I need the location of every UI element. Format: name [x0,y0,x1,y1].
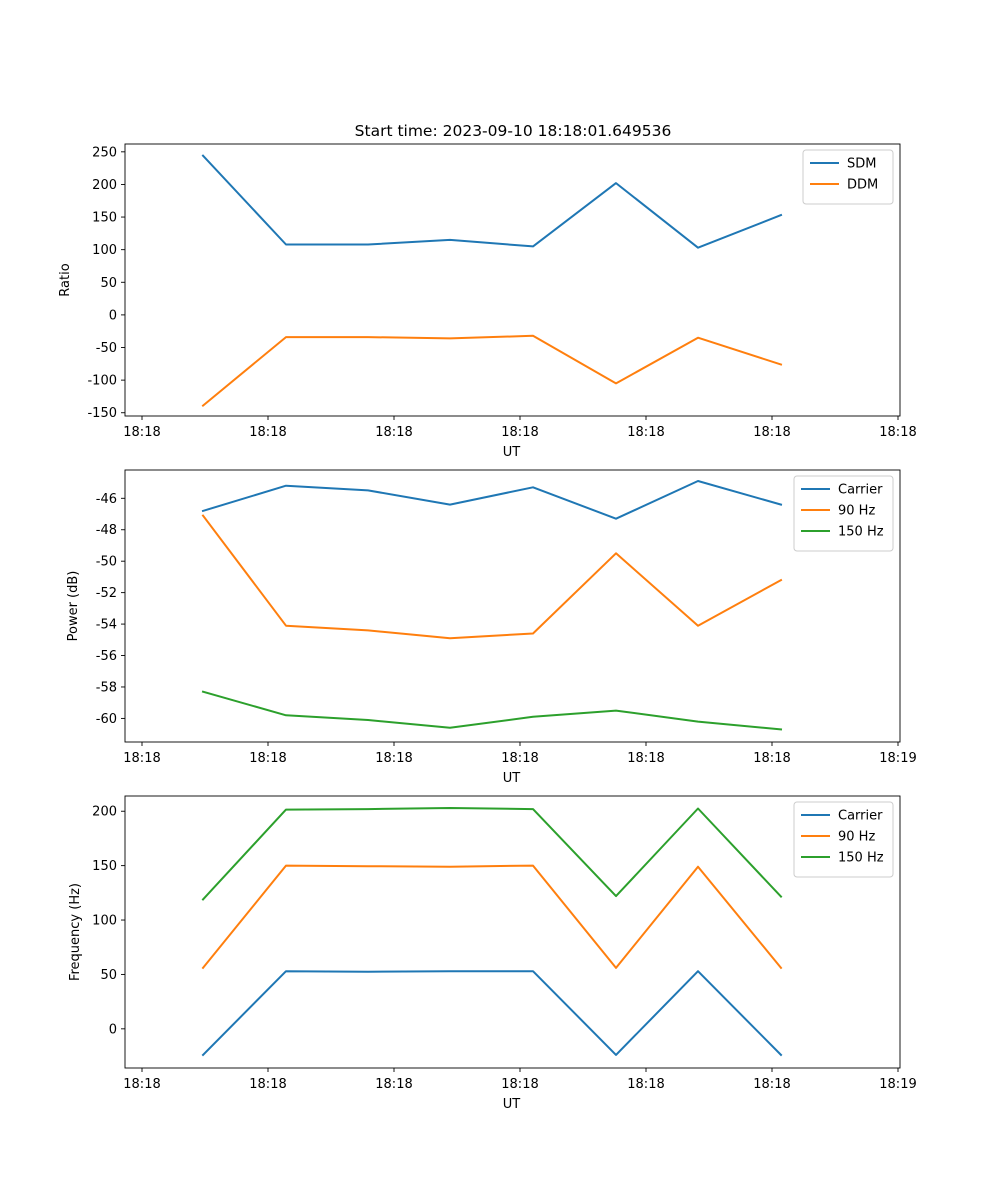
x-tick-label: 18:18 [753,1077,790,1092]
legend-label: Carrier [838,809,883,824]
y-tick-label: -48 [96,523,117,538]
y-tick-label: -100 [87,374,117,389]
x-tick-label: 18:18 [753,425,790,440]
y-tick-label: -50 [96,555,117,570]
x-tick-label: 18:18 [627,751,664,766]
y-tick-label: 150 [92,859,117,874]
y-tick-label: -54 [96,618,117,633]
y-axis-label: Ratio [58,263,73,296]
series-line-90-hz [201,864,783,970]
legend-label: 90 Hz [838,830,875,845]
axes-frame [124,469,901,743]
y-tick-label: 50 [100,968,117,983]
series-line-90-hz [201,514,783,640]
figure-title: Start time: 2023-09-10 18:18:01.649536 [355,122,672,140]
legend-label: DDM [847,178,878,193]
series-line-carrier [201,970,783,1057]
x-axis-label: UT [503,445,521,460]
x-tick-label: 18:18 [501,751,538,766]
y-tick-label: -52 [96,586,117,601]
y-tick-label: -56 [96,649,117,664]
y-tick-label: 0 [109,308,117,323]
x-tick-label: 18:18 [375,751,412,766]
series-line-carrier [201,480,783,520]
y-tick-label: -150 [87,406,117,421]
x-tick-label: 18:18 [501,1077,538,1092]
series-line-sdm [201,154,783,249]
x-tick-label: 18:18 [123,1077,160,1092]
y-tick-label: -58 [96,680,117,695]
legend-label: 90 Hz [838,504,875,519]
x-tick-label: 18:19 [879,751,916,766]
legend-label: Carrier [838,483,883,498]
y-tick-label: -50 [96,341,117,356]
x-tick-label: 18:18 [249,751,286,766]
y-axis-label: Frequency (Hz) [68,883,83,981]
y-tick-label: 200 [92,178,117,193]
y-tick-label: -60 [96,712,117,727]
legend-box [793,801,894,878]
x-tick-label: 18:18 [249,1077,286,1092]
legend-box [793,475,894,552]
y-tick-label: 100 [92,914,117,929]
series-line-150-hz [201,807,783,901]
x-tick-label: 18:18 [375,425,412,440]
legend-label: 150 Hz [838,851,884,866]
x-axis-label: UT [503,1097,521,1112]
ratio-panel: -150 -100 -50 0 50 100 150 200 250 18:18 18:18 18:1… [58,143,917,460]
legend-label: 150 Hz [838,525,884,540]
x-tick-label: 18:18 [879,425,916,440]
axes-frame [124,143,901,417]
y-tick-label: -46 [96,492,117,507]
axes-frame [124,795,901,1069]
x-tick-label: 18:18 [123,425,160,440]
x-tick-label: 18:18 [627,1077,664,1092]
x-tick-label: 18:18 [375,1077,412,1092]
series-line-ddm [201,334,783,408]
x-tick-label: 18:18 [249,425,286,440]
y-tick-label: 50 [100,276,117,291]
legend-label: SDM [847,157,876,172]
y-axis-label: Power (dB) [66,571,81,642]
y-tick-label: 0 [109,1022,117,1037]
x-axis-label: UT [503,771,521,786]
x-tick-label: 18:18 [753,751,790,766]
x-tick-label: 18:19 [879,1077,916,1092]
y-tick-label: 100 [92,243,117,258]
frequency-panel: 0 50 100 150 200 18:18 18:18 18:18 18:18 18:18 18:… [68,795,917,1112]
power-panel: -60 -58 -56 -54 -52 -50 -48 -46 18:18 18:18 18:18 1… [66,469,917,786]
x-tick-label: 18:18 [501,425,538,440]
y-tick-label: 250 [92,145,117,160]
series-line-150-hz [201,690,783,731]
y-tick-label: 150 [92,211,117,226]
x-tick-label: 18:18 [123,751,160,766]
x-tick-label: 18:18 [627,425,664,440]
y-tick-label: 200 [92,805,117,820]
